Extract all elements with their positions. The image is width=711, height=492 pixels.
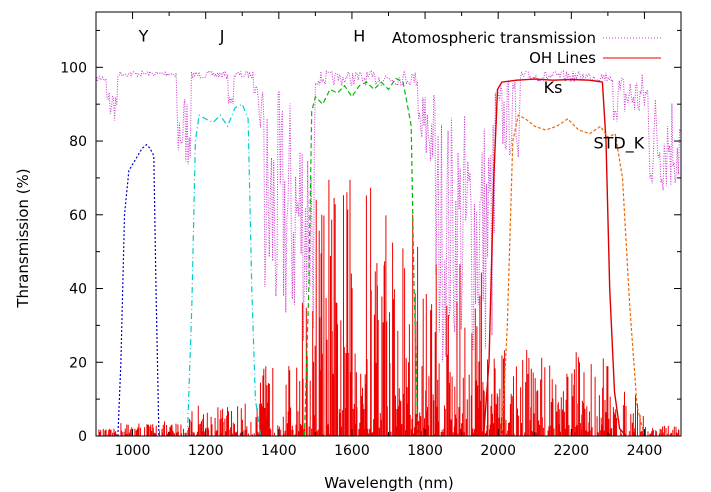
x-tick-label-2000: 2000	[480, 443, 516, 459]
legend: Atomospheric transmission OH Lines	[392, 29, 661, 67]
y-axis-label: Thransmission (%)	[14, 168, 32, 308]
band-label-std-k: STD_K	[593, 133, 644, 153]
filter-curve-ks	[482, 78, 627, 437]
x-tick-label-1600: 1600	[334, 443, 370, 459]
atmospheric-transmission-curve	[95, 70, 682, 362]
x-tick-label-1200: 1200	[188, 443, 224, 459]
band-label-y: Y	[138, 26, 149, 45]
band-label-j: J	[219, 26, 225, 45]
axes-frame	[95, 11, 682, 437]
filter-curve-y	[117, 143, 160, 437]
band-label-ks: Ks	[544, 78, 563, 97]
x-tick-label-1800: 1800	[407, 443, 443, 459]
filter-curves-layer	[117, 77, 645, 437]
oh-lines	[98, 179, 680, 436]
x-tick-label-2200: 2200	[553, 443, 589, 459]
filter-curve-std-k	[501, 114, 645, 437]
y-tick-label-40: 40	[69, 282, 87, 298]
x-tick-label-2400: 2400	[627, 443, 663, 459]
band-labels: Y J H Ks STD_K	[138, 26, 645, 153]
x-axis-label: Wavelength (nm)	[324, 474, 454, 492]
oh-lines-layer	[98, 179, 680, 436]
y-tick-label-60: 60	[69, 208, 87, 224]
plot-frame	[95, 11, 682, 437]
filter-curve-j	[186, 103, 262, 437]
x-tick-label-1000: 1000	[115, 443, 151, 459]
filter-curve-h	[303, 77, 419, 437]
legend-oh-label: OH Lines	[529, 49, 596, 67]
y-tick-label-100: 100	[60, 60, 87, 76]
y-tick-label-80: 80	[69, 134, 87, 150]
y-tick-label-20: 20	[69, 355, 87, 371]
axis-ticks: 1000 1200 1400 1600 1800 2000 2200 2400 0 20 40 60 8…	[60, 12, 682, 459]
band-label-h: H	[353, 26, 365, 45]
legend-atmosphere-label: Atomospheric transmission	[392, 29, 596, 47]
atmospheric-transmission-layer	[95, 70, 682, 362]
y-tick-label-0: 0	[78, 429, 87, 445]
x-tick-label-1400: 1400	[261, 443, 297, 459]
